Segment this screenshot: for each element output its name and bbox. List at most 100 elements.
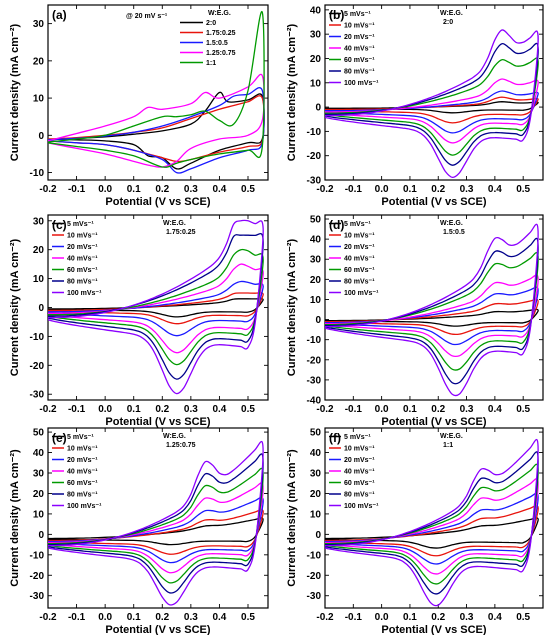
y-tick-label: 50 [310,215,322,226]
cv-curve-2 [48,87,265,174]
y-tick-label: -20 [307,151,322,162]
legend-title: W:E.G. [440,10,463,17]
x-tick-label: 0.0 [375,184,389,195]
legend-subtitle: 1:1 [443,442,453,449]
cv-curve-6 [325,29,539,179]
y-tick-label: -20 [307,571,322,582]
legend-entry: 100 mVs⁻¹ [344,290,379,297]
x-tick-label: 0.0 [375,404,389,415]
legend-entry: 2:0 [206,20,216,27]
legend-entry: 5 mVs⁻¹ [67,221,94,228]
x-tick-label: -0.1 [345,184,363,195]
x-tick-label: 0.4 [488,612,502,623]
y-tick-label: -30 [307,591,322,602]
cv-curve-3 [325,78,539,144]
x-tick-label: 0.3 [460,404,474,415]
x-tick-label: 0.0 [98,612,112,623]
panel-label: (b) [329,8,344,22]
x-tick-label: 0.2 [431,612,445,623]
panel-a: -0.2 -0.1 0.0 0.1 0.2 0.3 0.4 0.5 -10 0 10 20 30 Pote… [9,4,269,208]
y-axis-title: Current density (mA cm⁻²) [9,23,21,161]
curves [48,11,265,174]
y-tick-label: 20 [310,489,322,500]
plot-frame [324,427,544,609]
legend-title: W:E.G. [440,433,463,440]
legend-entry: 5 mVs⁻¹ [67,434,94,441]
legend-subtitle: 1.25:0.75 [166,442,196,449]
y-tick-label: 30 [310,255,322,266]
y-tick-label: -10 [307,127,322,138]
y-tick-label: 20 [310,54,322,65]
x-tick-label: 0.5 [516,184,530,195]
y-tick-label: 40 [310,5,322,16]
curves [325,29,539,179]
y-axis-title: Current density (mA cm⁻²) [9,238,21,376]
legend-entry: 1.75:0.25 [206,30,236,37]
x-tick-label: 0.5 [241,404,255,415]
cv-curve-0 [48,91,265,170]
y-tick-label: 40 [310,448,322,459]
cv-curve-3 [48,73,265,168]
y-tick-label: 30 [33,19,45,30]
y-tick-label: 0 [315,103,321,114]
x-tick-label: -0.2 [316,404,334,415]
y-tick-label: -10 [30,550,45,561]
legend-title: W:E.G. [163,220,186,227]
x-tick-label: 0.2 [431,404,445,415]
panel-label: (f) [329,431,341,445]
x-tick-label: -0.1 [68,184,86,195]
y-tick-label: -10 [30,168,45,179]
panel-b: -0.2 -0.1 0.0 0.1 0.2 0.3 0.4 0.5 -30 -20 -10 0 10 20… [286,4,544,208]
legend-entry: 10 mVs⁻¹ [344,446,375,453]
y-tick-label: 20 [33,489,45,500]
y-tick-label: 10 [33,274,45,285]
x-tick-label: 0.2 [155,404,169,415]
x-tick-label: 0.3 [460,184,474,195]
legend-entry: 20 mVs⁻¹ [67,457,98,464]
cv-curve-6 [325,223,539,397]
legend-subtitle: 2:0 [443,19,453,26]
x-axis-title: Potential (V vs SCE) [381,196,486,208]
x-tick-label: 0.3 [184,404,198,415]
legend-title: W:E.G. [440,220,463,227]
legend-entry: 20 mVs⁻¹ [344,244,375,251]
x-tick-label: 0.4 [488,184,502,195]
legend-entry: 10 mVs⁻¹ [344,23,375,30]
y-tick-label: 20 [33,245,45,256]
y-tick-label: 10 [310,509,322,520]
y-tick-label: 50 [33,428,45,439]
legend: W:E.G. 1.5:0.5 5 mVs⁻¹ 10 mVs⁻¹ 20 mVs⁻¹ 40 m… [329,220,465,297]
plot-frame [47,214,269,401]
x-tick-label: 0.3 [460,612,474,623]
y-tick-label: 10 [33,94,45,105]
panel-f: -0.2 -0.1 0.0 0.1 0.2 0.3 0.4 0.5 -30 -20 -10 0 10 20… [286,427,544,635]
legend: W:E.G. 2:0 5 mVs⁻¹ 10 mVs⁻¹ 20 mVs⁻¹ 40 mVs⁻¹… [329,10,463,87]
x-axis-title: Potential (V vs SCE) [381,416,486,428]
x-tick-label: 0.0 [98,404,112,415]
x-tick-label: -0.1 [68,612,86,623]
legend-entry: 80 mVs⁻¹ [344,279,375,286]
x-tick-label: 0.2 [431,184,445,195]
legend-entry: 80 mVs⁻¹ [344,492,375,499]
plot-frame [324,214,544,401]
y-tick-label: -20 [307,355,322,366]
cv-curve-4 [48,11,265,168]
y-tick-label: -10 [30,332,45,343]
plot-frame [324,4,544,181]
legend-entry: 100 mVs⁻¹ [67,290,102,297]
plot-frame [47,4,269,181]
y-tick-label: 30 [310,30,322,41]
x-tick-label: -0.2 [39,404,57,415]
x-tick-label: 0.5 [241,184,255,195]
x-tick-label: 0.1 [403,404,417,415]
y-tick-label: -10 [307,335,322,346]
legend-entry: 40 mVs⁻¹ [67,469,98,476]
x-tick-label: 0.0 [375,612,389,623]
y-tick-label: 30 [310,469,322,480]
y-tick-label: 40 [310,235,322,246]
y-tick-label: -10 [307,550,322,561]
legend-entry: 60 mVs⁻¹ [67,267,98,274]
legend-entry: 20 mVs⁻¹ [67,244,98,251]
y-axis-title: Current density (mA cm⁻²) [286,23,298,161]
